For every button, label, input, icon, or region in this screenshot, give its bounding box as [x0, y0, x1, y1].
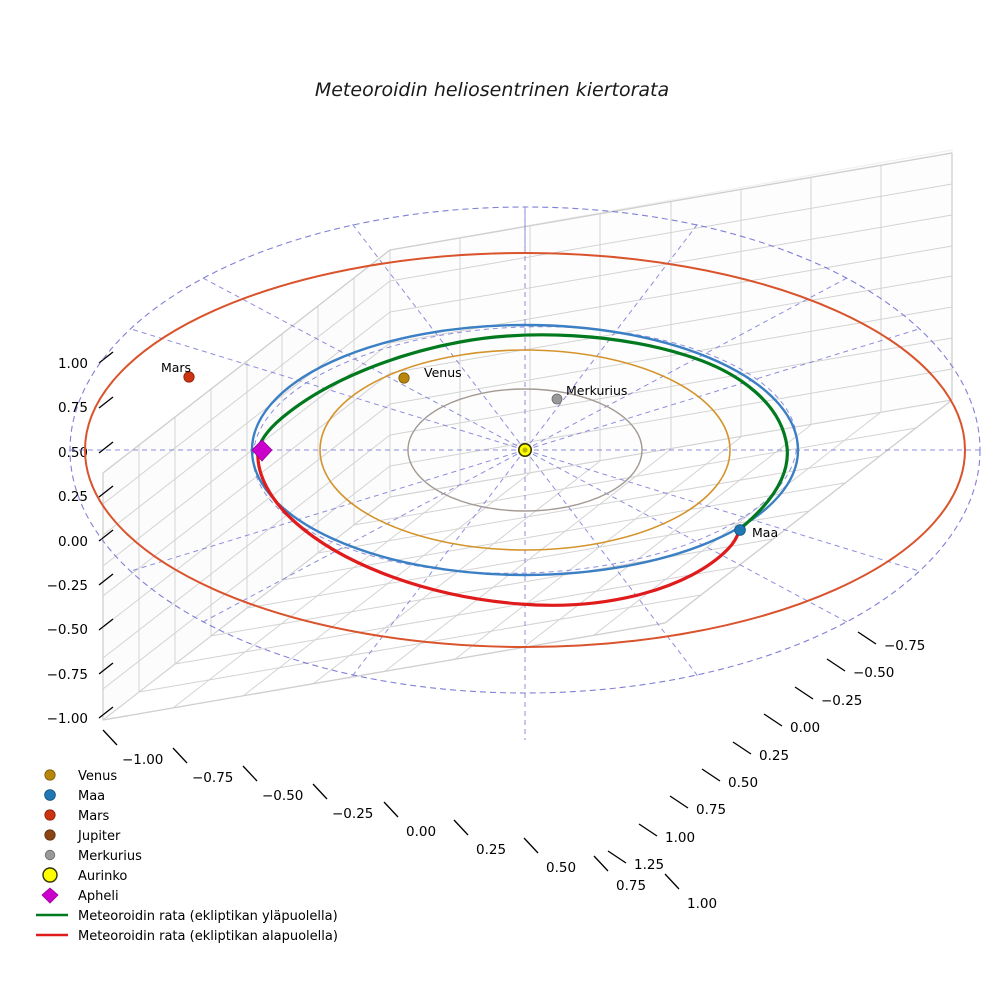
legend-marker-merkurius: [44, 849, 56, 861]
axis-ticks: [98, 351, 877, 890]
legend-label-venus: Venus: [78, 769, 117, 784]
tick-label: 0.25: [759, 748, 789, 764]
tick-label: −1.00: [47, 711, 88, 727]
z-axis-tick-labels: 1.00 0.75 0.50 0.25 0.00 −0.25 −0.50 −0.…: [47, 356, 88, 727]
radial-spokes: [70, 207, 980, 740]
legend-marker-maa: [44, 789, 56, 801]
legend-label-above-ecliptic: Meteoroidin rata (ekliptikan yläpuolella…: [78, 909, 338, 924]
tick-label: −0.25: [332, 806, 373, 822]
legend-label-jupiter: Jupiter: [77, 829, 121, 844]
tick-label: −0.75: [47, 667, 88, 683]
tick-label: −0.25: [47, 578, 88, 594]
meteoroid-orbit: [256, 333, 789, 607]
axes-box-edges: [102, 152, 953, 721]
tick-label: 0.25: [476, 842, 506, 858]
page-title: Meteoroidin heliosentrinen kiertorata: [315, 79, 669, 101]
orbit-mars: [84, 252, 966, 648]
tick-label: −0.50: [262, 788, 303, 804]
tick-label: −0.75: [192, 770, 233, 786]
tick-label: 0.00: [58, 534, 88, 550]
orbit-merkurius: [407, 388, 643, 512]
marker-maa[interactable]: [734, 524, 746, 536]
tick-label: −0.75: [884, 638, 925, 654]
tick-label: 1.00: [687, 896, 717, 912]
marker-merkurius[interactable]: [551, 393, 563, 405]
meteoroid-arc-above: [256, 333, 789, 531]
legend-marker-apheli: [41, 887, 59, 904]
legend-marker-aurinko: [42, 867, 58, 883]
tick-label: −0.50: [853, 665, 894, 681]
legend-label-mars: Mars: [78, 809, 110, 824]
tick-label: 0.50: [546, 860, 576, 876]
legend-marker-mars: [44, 809, 56, 821]
y-axis-ticks: [607, 631, 877, 864]
orbit-venus: [319, 349, 731, 551]
legend-label-aurinko: Aurinko: [78, 869, 127, 884]
label-maa: Maa: [752, 525, 778, 540]
label-venus: Venus: [424, 365, 462, 380]
legend-label-apheli: Apheli: [78, 889, 119, 904]
meteoroid-arc-below: [256, 448, 742, 607]
label-merkurius: Merkurius: [566, 383, 627, 398]
grid-right-wall-vertical: [389, 153, 953, 497]
x-axis-tick-labels: −1.00 −0.75 −0.50 −0.25 0.00 0.25 0.50 0…: [122, 752, 717, 912]
label-mars: Mars: [161, 360, 191, 375]
tick-label: 0.75: [616, 878, 646, 894]
x-axis-ticks: [102, 729, 680, 890]
tick-label: −0.25: [821, 693, 862, 709]
legend: Venus Maa Mars Jupiter Merkurius Aurinko…: [36, 769, 338, 944]
tick-label: 1.25: [634, 857, 664, 873]
tick-label: 1.00: [665, 830, 695, 846]
tick-label: 0.75: [696, 802, 726, 818]
ecliptic-helper-lines: [69, 206, 981, 740]
tick-label: −0.50: [47, 622, 88, 638]
axes-3d-panes: [102, 149, 953, 722]
celestial-bodies: Mars Venus Merkurius Maa: [161, 360, 778, 540]
tick-label: −1.00: [122, 752, 163, 768]
marker-apheli[interactable]: [251, 439, 273, 462]
legend-marker-jupiter: [44, 829, 56, 841]
tick-label: 0.00: [406, 824, 436, 840]
legend-label-maa: Maa: [78, 789, 105, 804]
tick-label: 0.50: [728, 775, 758, 791]
legend-label-merkurius: Merkurius: [78, 849, 142, 864]
marker-venus[interactable]: [398, 372, 410, 384]
tick-label: 0.50: [58, 445, 88, 461]
legend-marker-venus: [44, 769, 56, 781]
marker-aurinko[interactable]: [517, 442, 532, 457]
y-axis-tick-labels: −0.75 −0.50 −0.25 0.00 0.25 0.50 0.75 1.…: [634, 638, 925, 873]
tick-label: 0.75: [58, 400, 88, 416]
marker-mars[interactable]: [183, 371, 195, 383]
legend-label-below-ecliptic: Meteoroidin rata (ekliptikan alapuolella…: [78, 929, 338, 944]
tick-label: 1.00: [58, 356, 88, 372]
tick-label: 0.00: [790, 720, 820, 736]
tick-label: 0.25: [58, 489, 88, 505]
